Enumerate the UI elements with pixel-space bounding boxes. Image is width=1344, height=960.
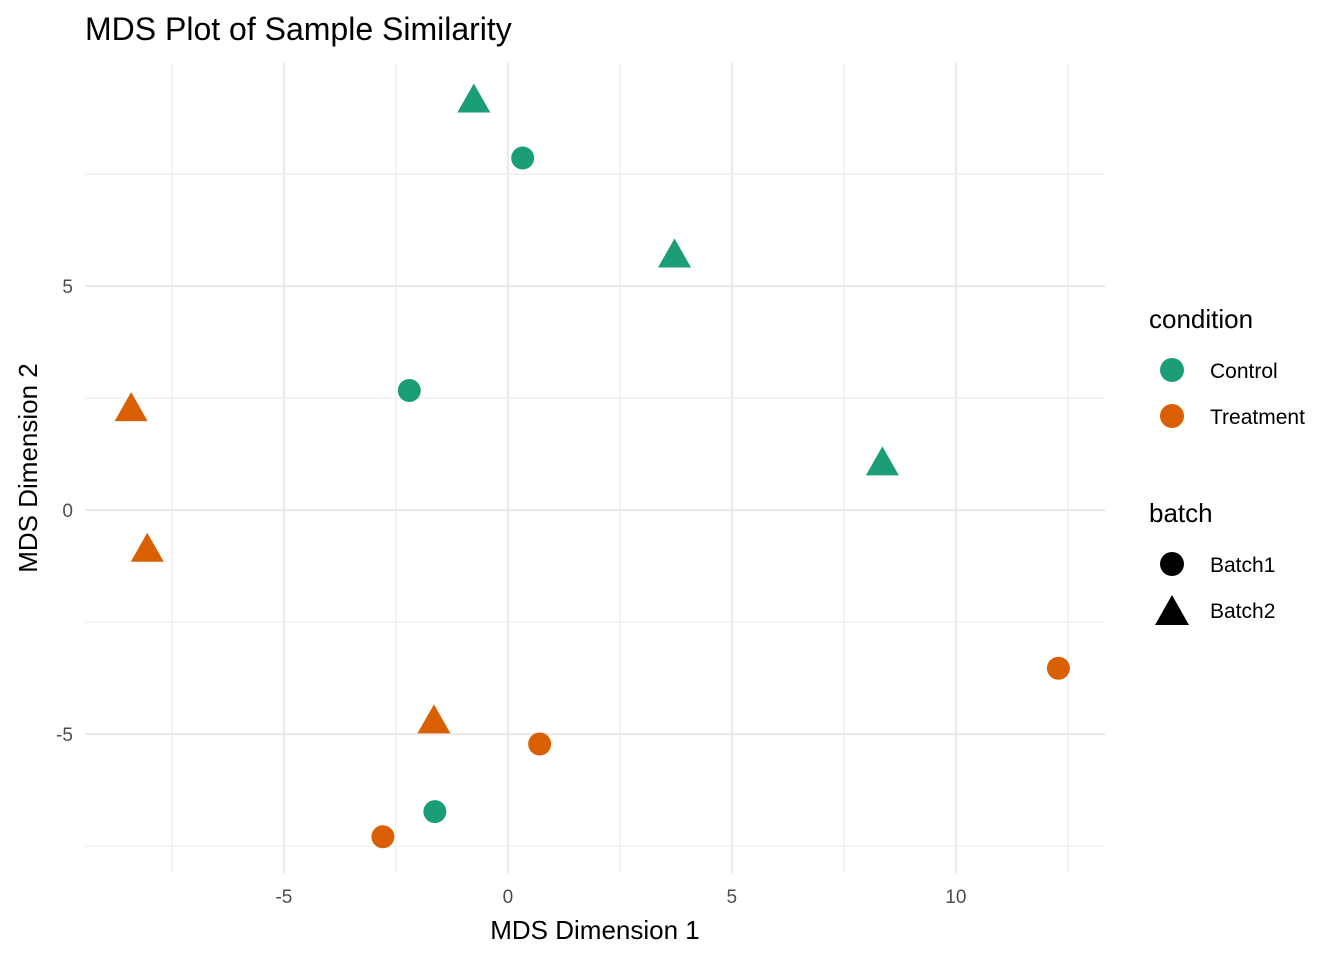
- x-axis-title: MDS Dimension 1: [490, 915, 700, 945]
- minor-gridlines: [85, 63, 1105, 873]
- y-axis-tick-labels: -5 0 5: [56, 277, 73, 746]
- control-batch1-point: [511, 146, 535, 170]
- legend-key-treatment: [1160, 404, 1184, 428]
- control-batch1-point: [397, 378, 421, 402]
- treatment-batch2-point: [130, 532, 164, 562]
- legend-title: condition: [1149, 304, 1253, 334]
- x-tick-label: 10: [945, 887, 966, 908]
- legend-label: Batch2: [1210, 600, 1275, 623]
- x-axis-tick-labels: -5 0 5 10: [275, 887, 966, 908]
- legend-batch: batch Batch1 Batch2: [1149, 498, 1275, 625]
- legend-condition: condition Control Treatment: [1149, 304, 1305, 429]
- y-tick-label: -5: [56, 725, 73, 746]
- control-batch2-point: [658, 238, 692, 268]
- data-points: [114, 83, 1070, 849]
- y-tick-label: 5: [62, 277, 73, 298]
- control-batch2-point: [865, 446, 899, 476]
- legend-key-batch2: [1155, 595, 1189, 625]
- legend-label: Batch1: [1210, 554, 1275, 577]
- treatment-batch1-point: [528, 732, 552, 756]
- chart-title: MDS Plot of Sample Similarity: [85, 11, 512, 47]
- major-gridlines: [85, 63, 1105, 873]
- y-axis-title: MDS Dimension 2: [13, 363, 43, 573]
- legend-label: Control: [1210, 360, 1278, 383]
- legend-label: Treatment: [1210, 406, 1305, 429]
- legend-title: batch: [1149, 498, 1213, 528]
- x-tick-label: 0: [503, 887, 514, 908]
- legend-key-batch1: [1160, 552, 1184, 576]
- legend: condition Control Treatment batch Batch1 Batc…: [1149, 304, 1305, 625]
- treatment-batch2-point: [114, 392, 148, 422]
- control-batch2-point: [457, 83, 491, 113]
- treatment-batch1-point: [371, 825, 395, 849]
- y-tick-label: 0: [62, 501, 73, 522]
- x-tick-label: 5: [727, 887, 738, 908]
- legend-key-control: [1160, 358, 1184, 382]
- control-batch1-point: [423, 800, 447, 824]
- treatment-batch1-point: [1046, 656, 1070, 680]
- treatment-batch2-point: [417, 704, 451, 734]
- x-tick-label: -5: [275, 887, 292, 908]
